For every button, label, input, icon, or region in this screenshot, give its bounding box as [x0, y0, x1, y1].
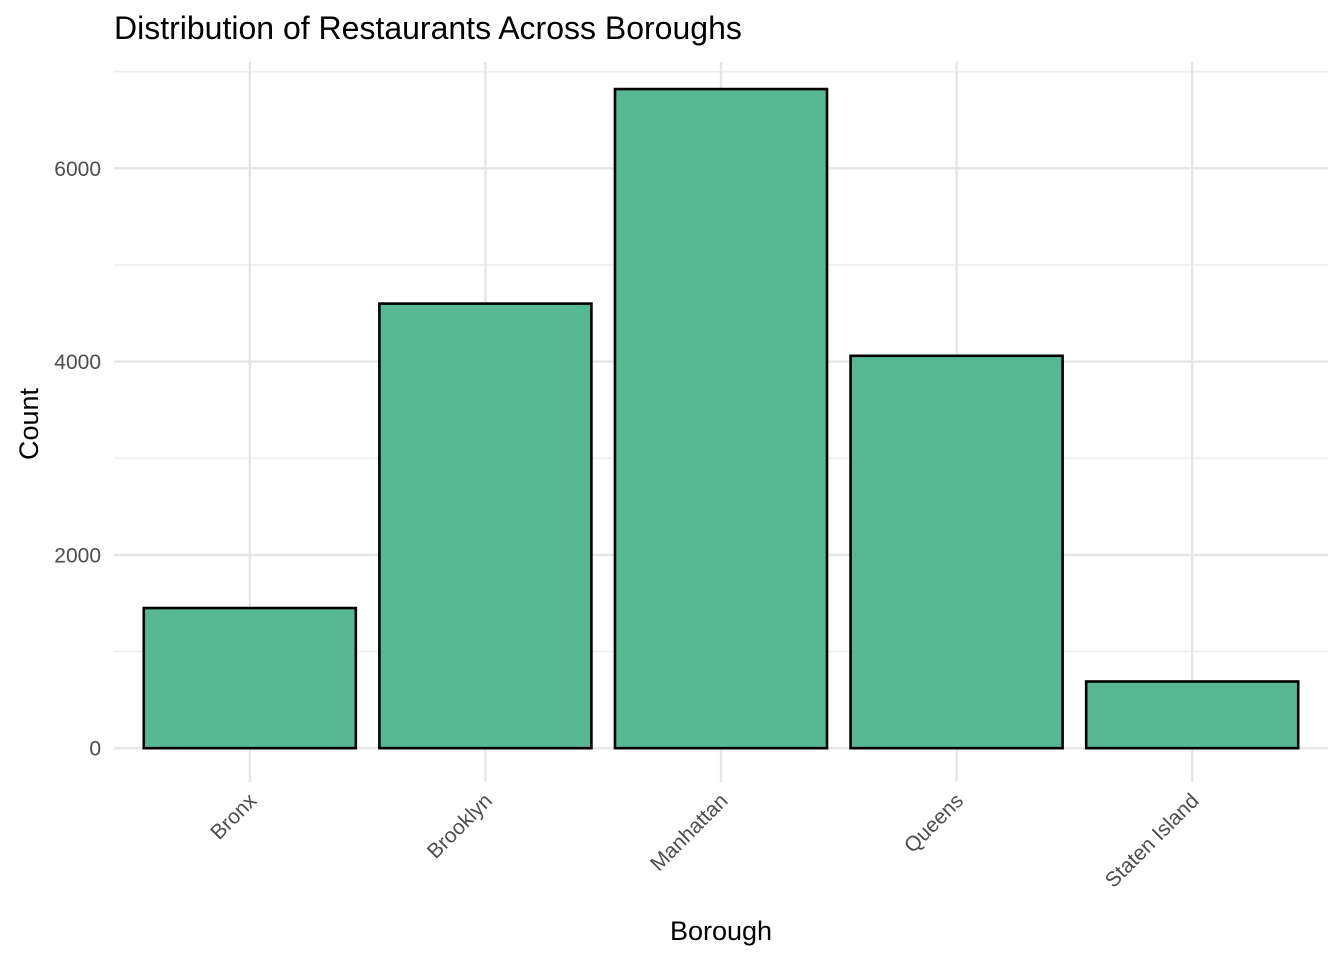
bar-staten-island	[1084, 680, 1300, 750]
y-tick-label: 2000	[54, 544, 101, 567]
bar-queens	[849, 354, 1064, 750]
chart-title: Distribution of Restaurants Across Borou…	[114, 10, 742, 46]
bar-bronx	[142, 606, 358, 750]
bar-brooklyn	[378, 302, 593, 750]
y-axis-ticks: 0 2000 4000 6000	[54, 158, 101, 761]
x-tick-label: Manhattan	[646, 789, 732, 875]
bars	[142, 87, 1300, 750]
x-tick-label: Staten Island	[1101, 789, 1204, 892]
y-tick-label: 0	[89, 738, 101, 761]
x-tick-label: Brooklyn	[423, 789, 497, 863]
y-tick-label: 6000	[54, 158, 101, 181]
y-axis-title: Count	[14, 387, 44, 460]
x-axis-title: Borough	[670, 916, 772, 946]
y-tick-label: 4000	[54, 351, 101, 374]
x-tick-label: Queens	[900, 789, 968, 857]
x-tick-label: Bronx	[206, 789, 261, 844]
bar-manhattan	[613, 87, 829, 750]
x-axis-ticks: Bronx Brooklyn Manhattan Queens Staten Islan…	[206, 789, 1203, 892]
